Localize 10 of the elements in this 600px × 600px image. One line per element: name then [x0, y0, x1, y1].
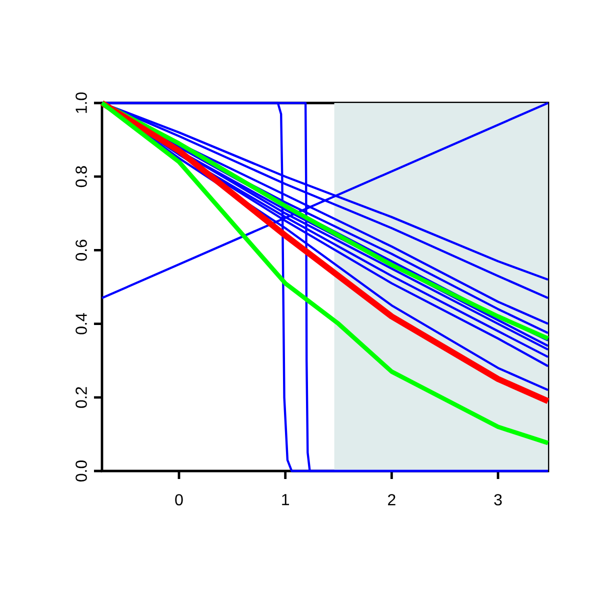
- y-tick-label: 0.0: [76, 460, 87, 482]
- y-tick-label: 0.8: [76, 166, 87, 188]
- x-tick-label: 2: [388, 494, 396, 506]
- x-tick-label: 3: [494, 494, 502, 506]
- y-tick-label: 0.6: [76, 240, 87, 261]
- x-tick-label: 0: [175, 494, 183, 506]
- y-tick-label: 0.4: [76, 313, 87, 334]
- y-tick-label: 0.2: [76, 387, 87, 408]
- y-tick-label: 1.0: [76, 92, 87, 113]
- x-tick-label: 1: [282, 494, 290, 506]
